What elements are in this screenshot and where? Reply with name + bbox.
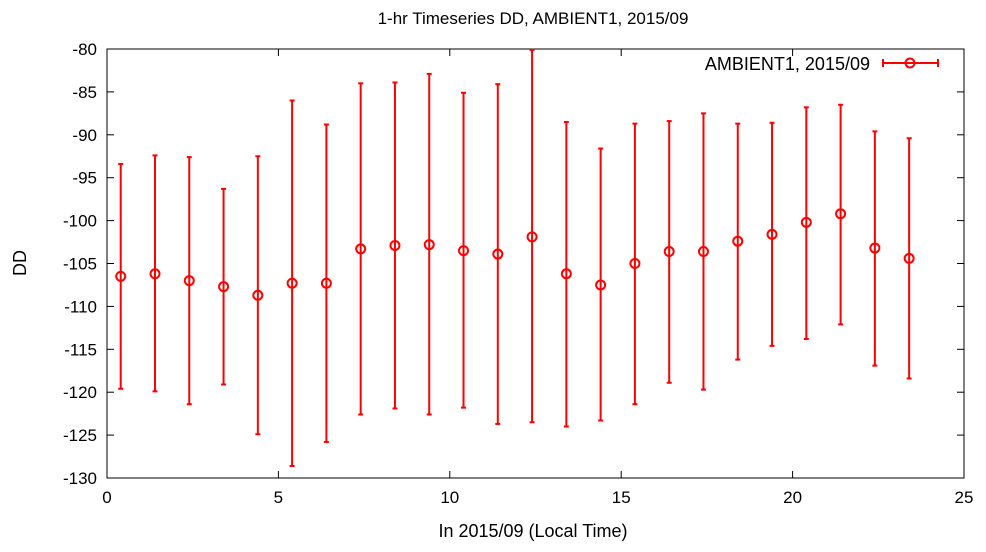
x-tick-label: 15 <box>612 488 631 507</box>
y-tick-label: -90 <box>72 126 97 145</box>
data-point <box>286 99 298 467</box>
data-point <box>697 112 709 391</box>
point-marker <box>766 228 778 240</box>
point-marker <box>355 243 367 255</box>
point-marker <box>218 281 230 293</box>
point-marker <box>286 277 298 289</box>
series-ambient1 <box>115 48 915 467</box>
point-marker <box>629 258 641 269</box>
point-marker <box>595 279 607 291</box>
x-axis: 0 5 10 15 20 25 <box>102 49 973 507</box>
data-point <box>218 187 230 386</box>
point-marker <box>492 248 504 260</box>
data-point <box>560 120 572 428</box>
y-tick-label: -120 <box>63 383 97 402</box>
point-marker <box>697 245 709 257</box>
x-tick-label: 5 <box>274 488 283 507</box>
point-marker <box>835 208 847 220</box>
legend-label: AMBIENT1, 2015/09 <box>705 54 870 74</box>
point-marker <box>526 231 538 243</box>
data-point <box>389 81 401 410</box>
point-marker <box>320 277 332 289</box>
point-marker <box>869 242 881 254</box>
y-tick-label: -100 <box>63 212 97 231</box>
data-point <box>252 155 264 436</box>
y-tick-label: -110 <box>64 297 97 316</box>
x-tick-label: 10 <box>440 488 459 507</box>
point-marker <box>183 275 195 287</box>
y-tick-label: -85 <box>72 83 97 102</box>
point-marker <box>732 235 744 247</box>
point-marker <box>663 245 675 257</box>
point-marker <box>115 270 127 282</box>
point-marker <box>252 289 264 301</box>
legend-marker <box>904 57 916 69</box>
data-point <box>526 48 538 424</box>
point-marker <box>800 216 812 228</box>
y-axis-title: DD <box>10 250 30 276</box>
point-marker <box>903 252 915 264</box>
x-axis-title: In 2015/09 (Local Time) <box>438 521 627 541</box>
point-marker <box>423 239 435 251</box>
data-point <box>423 72 435 416</box>
legend: AMBIENT1, 2015/09 <box>705 54 939 74</box>
point-marker <box>149 268 161 280</box>
data-point <box>869 130 881 367</box>
data-point <box>800 106 812 341</box>
point-marker <box>389 239 401 251</box>
data-point <box>595 147 607 422</box>
y-tick-label: -95 <box>72 169 97 188</box>
y-tick-label: -105 <box>63 255 97 274</box>
plot-frame <box>106 48 965 479</box>
x-tick-label: 20 <box>783 488 802 507</box>
data-point <box>663 120 675 384</box>
data-point <box>903 137 915 380</box>
data-point <box>835 103 847 326</box>
data-point <box>732 122 744 361</box>
data-point <box>355 82 367 416</box>
point-marker <box>560 268 572 280</box>
y-tick-label: -125 <box>63 426 97 445</box>
y-tick-label: -80 <box>72 40 97 59</box>
x-tick-label: 25 <box>955 488 974 507</box>
data-point <box>766 121 778 347</box>
y-axis: -80 -85 -90 -95 -100 -105 -110 -115 -120 -125 -130 <box>63 40 964 488</box>
y-tick-label: -115 <box>64 340 97 359</box>
chart-title: 1-hr Timeseries DD, AMBIENT1, 2015/09 <box>378 9 689 28</box>
x-tick-label: 0 <box>102 488 111 507</box>
data-point <box>183 156 195 406</box>
data-point <box>149 154 161 393</box>
data-point <box>320 123 332 443</box>
data-point <box>458 91 470 409</box>
data-point <box>115 162 127 390</box>
data-point <box>492 83 504 425</box>
y-tick-label: -130 <box>63 469 97 488</box>
point-marker <box>458 245 470 257</box>
data-point <box>629 122 641 406</box>
